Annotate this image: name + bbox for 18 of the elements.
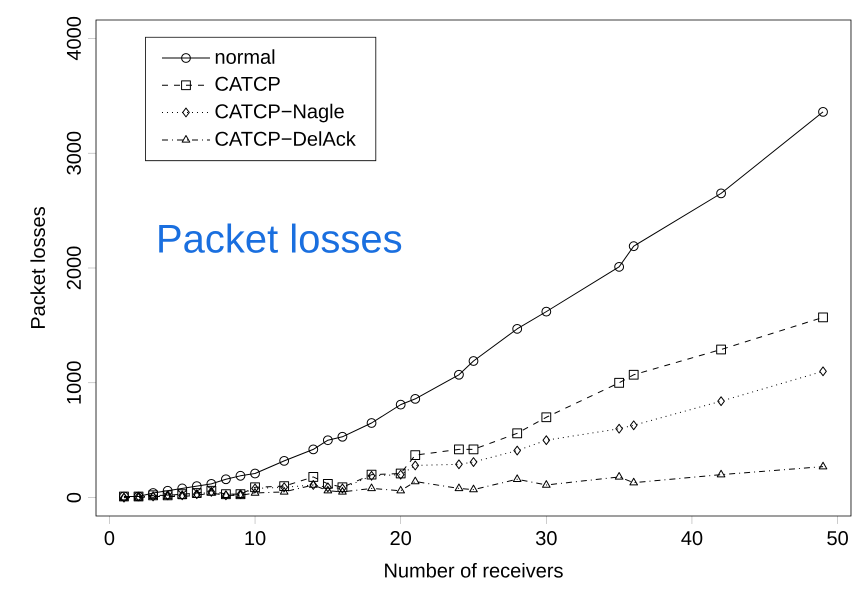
annotation: Packet losses <box>159 224 402 253</box>
x-tick-label: 40 <box>681 531 702 546</box>
y-tick-label: 3000 <box>66 132 81 175</box>
y-axis-title: Packet losses <box>30 207 46 328</box>
x-tick-label: 30 <box>536 531 557 546</box>
y-tick-label: 0 <box>66 492 81 502</box>
legend-label: CATCP−Nagle <box>215 104 344 122</box>
x-tick-label: 50 <box>827 531 848 546</box>
y-tick-label: 2000 <box>66 246 81 290</box>
legend-label: CATCP <box>215 76 280 91</box>
y-tick-label: 4000 <box>66 16 81 60</box>
x-tick-label: 20 <box>390 531 412 546</box>
x-tick-label: 0 <box>104 531 114 546</box>
y-tick-label: 1000 <box>66 361 81 404</box>
x-tick-label: 10 <box>245 531 266 546</box>
legend-label: CATCP−DelAck <box>215 131 356 146</box>
legend-label: normal <box>216 49 274 64</box>
x-axis-title: Number of receivers <box>385 562 563 578</box>
